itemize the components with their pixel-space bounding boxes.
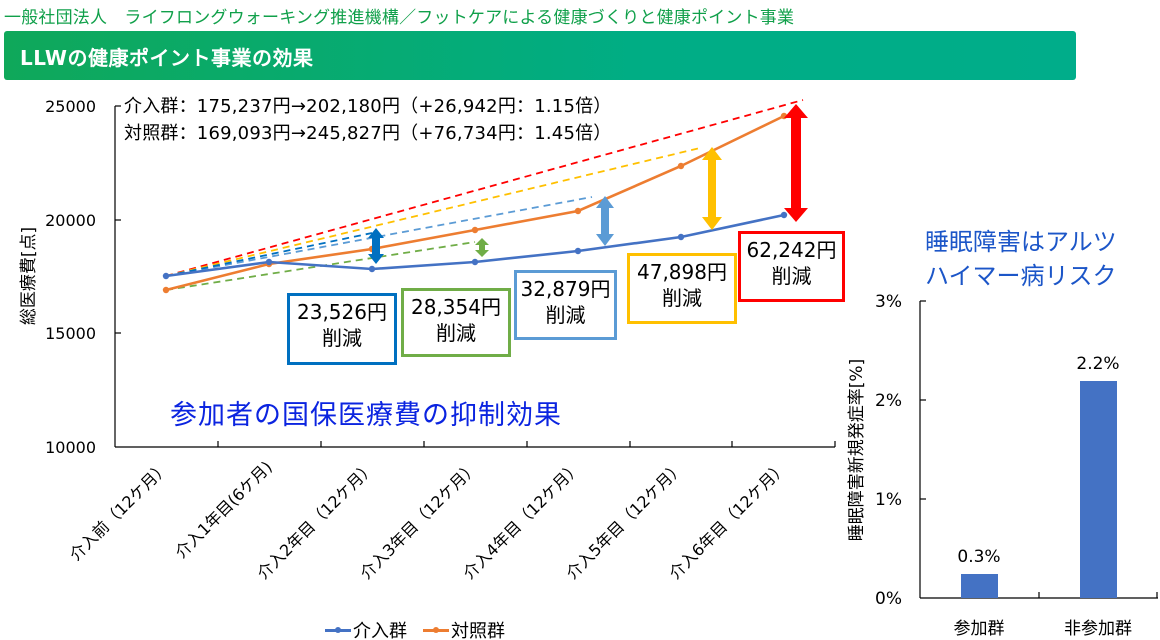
savings-label: 削減 [662, 286, 702, 310]
side-title-line2: ハイマー病リスク [925, 262, 1117, 290]
chart-subtitle: 参加者の国保医療費の抑制効果 [170, 400, 562, 431]
y-tick-20000: 20000 [45, 211, 96, 230]
savings-label: 削減 [545, 303, 586, 327]
x-axis [115, 441, 836, 448]
side-y-axis-label: 睡眠障害新規発症率[%] [847, 359, 867, 541]
bar-participants [961, 574, 998, 598]
savings-box-year5: 47,898円 削減 [627, 253, 737, 324]
intervention-markers [162, 211, 788, 280]
value-label-non-participants: 2.2% [1076, 354, 1119, 374]
bar-category-participants: 参加群 [954, 619, 1005, 639]
projection-line-red [165, 99, 804, 277]
double-arrow-icon [596, 196, 614, 246]
savings-box-year2: 23,526円 削減 [287, 293, 397, 365]
y-tick-labels: 25000 20000 15000 10000 [45, 97, 96, 457]
y-tick-1pct: 1% [875, 490, 902, 510]
y-tick-0pct: 0% [875, 589, 902, 609]
legend-swatch-control [423, 626, 449, 633]
double-arrow-icon [368, 228, 384, 264]
difference-arrows [368, 104, 808, 264]
y-tick-25000: 25000 [45, 97, 96, 116]
savings-box-year4: 32,879円 削減 [514, 270, 617, 340]
y-tick-3pct: 3% [875, 292, 902, 312]
y-axis-label: 総医療費[点] [19, 227, 39, 325]
double-arrow-icon [784, 104, 808, 222]
x-tick-label: 介入1年目(6ケ月) [171, 457, 276, 562]
x-tick-label: 介入5年目（12ケ月） [562, 457, 688, 583]
savings-amount: 47,898円 [637, 260, 727, 284]
side-chart-title: 睡眠障害はアルツ ハイマー病リスク [925, 225, 1117, 293]
x-tick-labels: 介入前（12ケ月） 介入1年目(6ケ月) 介入2年目（12ケ月） 介入3年目（1… [66, 457, 791, 583]
org-title: 一般社団法人 ライフロングウォーキング推進機構／フットケアによる健康づくりと健康… [4, 8, 795, 28]
section-banner: LLWの健康ポイント事業の効果 [4, 31, 1076, 80]
y-tick-15000: 15000 [45, 324, 96, 343]
annotation-control: 対照群：169,093円→245,827円（+76,734円：1.45倍） [124, 123, 612, 144]
savings-box-year3: 28,354円 削減 [401, 288, 511, 357]
side-title-line1: 睡眠障害はアルツ [925, 228, 1117, 256]
savings-amount: 32,879円 [520, 277, 611, 301]
savings-label: 削減 [771, 264, 812, 288]
x-tick-label: 介入前（12ケ月） [66, 457, 173, 564]
savings-amount: 23,526円 [297, 300, 387, 324]
bar-non-participants [1080, 381, 1117, 598]
legend-item-intervention: 介入群 [325, 617, 407, 640]
x-tick-label: 介入4年目（12ケ月） [459, 457, 585, 583]
legend-swatch-intervention [325, 626, 351, 633]
sleep-disorder-bar-chart: 3% 2% 1% 0% 睡眠障害新規発症率[%] 0.3% 2.2% 参加群 非… [847, 292, 1158, 639]
legend-label: 対照群 [451, 621, 505, 640]
annotation-intervention: 介入群：175,237円→202,180円（+26,942円：1.15倍） [124, 96, 612, 117]
banner-title: LLWの健康ポイント事業の効果 [20, 46, 314, 70]
double-arrow-icon [475, 238, 489, 257]
y-tick-10000: 10000 [45, 438, 96, 457]
bar-category-non-participants: 非参加群 [1064, 619, 1132, 639]
legend-item-control: 対照群 [423, 617, 505, 640]
savings-label: 削減 [436, 321, 476, 345]
y-axis [114, 105, 121, 447]
savings-label: 削減 [322, 326, 362, 350]
savings-amount: 28,354円 [411, 295, 501, 319]
y-tick-2pct: 2% [875, 391, 902, 411]
double-arrow-icon [702, 147, 722, 230]
projection-line-yellow [165, 147, 701, 277]
savings-box-year6: 62,242円 削減 [738, 231, 845, 302]
chart-legend: 介入群 対照群 [325, 617, 505, 640]
legend-label: 介入群 [353, 621, 407, 640]
x-tick-label: 介入3年目（12ケ月） [356, 457, 482, 583]
x-tick-label: 介入6年目（12ケ月） [665, 457, 791, 583]
x-tick-label: 介入2年目（12ケ月） [253, 457, 379, 583]
value-label-participants: 0.3% [957, 547, 1000, 567]
savings-amount: 62,242円 [746, 238, 837, 262]
